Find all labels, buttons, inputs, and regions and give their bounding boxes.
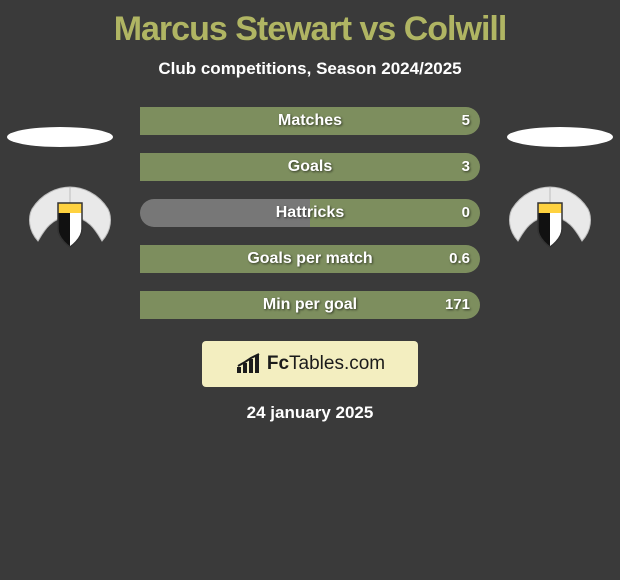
bars-icon [235,353,263,375]
stat-label: Matches [140,107,480,135]
comparison-area: Matches 5 Goals 3 Hattricks 0 Goals per … [0,107,620,423]
stat-right-value: 171 [445,291,470,319]
right-club-crest [500,175,600,255]
stat-right-value: 0.6 [449,245,470,273]
stat-label: Hattricks [140,199,480,227]
stat-row: Goals per match 0.6 [140,245,480,273]
stat-right-value: 5 [462,107,470,135]
footer-date: 24 january 2025 [0,403,620,423]
fctables-logo-text: FcTables.com [267,353,385,375]
stat-row: Min per goal 171 [140,291,480,319]
page-subtitle: Club competitions, Season 2024/2025 [0,59,620,79]
stat-row: Matches 5 [140,107,480,135]
left-club-crest [20,175,120,255]
stat-row: Goals 3 [140,153,480,181]
stat-rows: Matches 5 Goals 3 Hattricks 0 Goals per … [140,107,480,319]
left-player-oval [5,125,115,149]
stat-label: Min per goal [140,291,480,319]
stat-label: Goals per match [140,245,480,273]
stat-right-value: 3 [462,153,470,181]
page-title: Marcus Stewart vs Colwill [0,0,620,49]
fctables-logo: FcTables.com [202,341,418,387]
stat-right-value: 0 [462,199,470,227]
stat-label: Goals [140,153,480,181]
stat-row: Hattricks 0 [140,199,480,227]
right-player-oval [505,125,615,149]
